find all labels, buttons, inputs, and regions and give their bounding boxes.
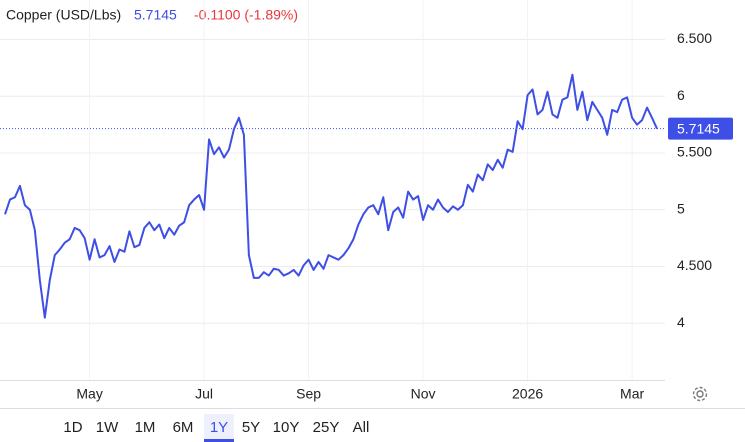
range-button[interactable]: 1W bbox=[96, 419, 119, 436]
settings-icon-center bbox=[696, 390, 704, 398]
x-tick-label: Mar bbox=[620, 386, 644, 402]
range-button-label: 5Y bbox=[242, 419, 260, 436]
range-button[interactable]: 1Y bbox=[204, 414, 234, 442]
y-tick-label: 6 bbox=[677, 87, 685, 103]
range-button[interactable]: 10Y bbox=[273, 419, 300, 436]
range-button-label: 25Y bbox=[313, 419, 340, 436]
range-button-label: 6M bbox=[173, 419, 194, 436]
x-tick-label: 2026 bbox=[512, 386, 543, 402]
y-tick-label: 5.500 bbox=[677, 144, 712, 160]
range-button-label: 10Y bbox=[273, 419, 300, 436]
y-tick-label: 4.500 bbox=[677, 257, 712, 273]
last-price-tag bbox=[668, 117, 733, 140]
range-button-label: 1W bbox=[96, 419, 119, 436]
x-tick-label: Sep bbox=[296, 386, 321, 402]
y-tick-label: 4 bbox=[677, 314, 685, 330]
x-tick-label: Nov bbox=[411, 386, 436, 402]
range-button[interactable]: 6M bbox=[173, 419, 194, 436]
range-button[interactable]: 5Y bbox=[242, 419, 260, 436]
settings-icon[interactable] bbox=[692, 386, 708, 402]
x-tick-label: May bbox=[76, 386, 102, 402]
range-button-label: All bbox=[353, 419, 370, 436]
x-tick-label: Jul bbox=[195, 386, 213, 402]
settings-icon-teeth bbox=[692, 386, 708, 402]
range-button[interactable]: 1M bbox=[135, 419, 156, 436]
range-button[interactable]: 1D bbox=[63, 419, 82, 436]
price-change: -0.1100 (-1.89%) bbox=[194, 7, 298, 23]
range-button-label: 1D bbox=[63, 419, 82, 436]
range-button[interactable]: 25Y bbox=[313, 419, 340, 436]
range-button-underline bbox=[204, 439, 234, 442]
y-tick-label: 6.500 bbox=[677, 30, 712, 46]
range-button-label: 1Y bbox=[210, 419, 228, 436]
range-button-label: 1M bbox=[135, 419, 156, 436]
last-price-tag-label: 5.7145 bbox=[677, 120, 720, 136]
range-button-highlight bbox=[204, 414, 234, 442]
chart-title: Copper (USD/Lbs) bbox=[6, 7, 121, 23]
range-button[interactable]: All bbox=[353, 419, 370, 436]
price-line bbox=[4, 73, 658, 319]
last-price: 5.7145 bbox=[134, 7, 177, 23]
y-tick-label: 5 bbox=[677, 200, 685, 216]
